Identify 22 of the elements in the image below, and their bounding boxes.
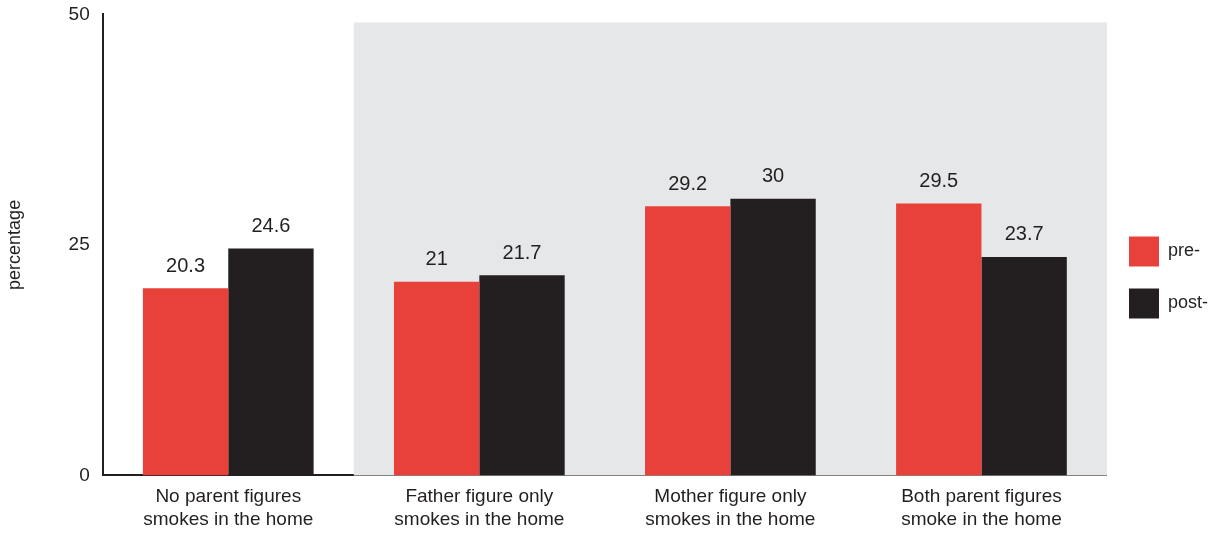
data-label: 21.7 — [502, 240, 542, 263]
x-tick-label: Mother figure only smokes in the home — [645, 485, 816, 529]
data-label: 21 — [425, 247, 448, 270]
data-label: 29.5 — [919, 168, 959, 191]
bar — [142, 288, 229, 476]
x-tick-label: No parent figures smokes in the home — [143, 485, 314, 529]
bar — [393, 281, 480, 476]
bar — [645, 206, 731, 476]
x-tick-label: Both parent figures smoke in the home — [901, 485, 1062, 529]
legend-label: pre- — [1167, 240, 1200, 261]
data-label: 23.7 — [1004, 222, 1044, 245]
y-tick-label: 0 — [79, 463, 90, 485]
x-tick-label: Father figure only smokes in the home — [394, 485, 565, 529]
legend-label: post- — [1167, 292, 1209, 313]
y-axis-title: percentage — [3, 199, 24, 290]
data-label: 20.3 — [166, 253, 206, 276]
data-label: 29.2 — [668, 171, 708, 194]
y-tick-label: 50 — [68, 2, 90, 24]
bar — [896, 203, 982, 476]
y-tick-label: 25 — [68, 233, 90, 255]
data-label: 30 — [761, 164, 785, 187]
data-label: 24.6 — [251, 214, 291, 237]
